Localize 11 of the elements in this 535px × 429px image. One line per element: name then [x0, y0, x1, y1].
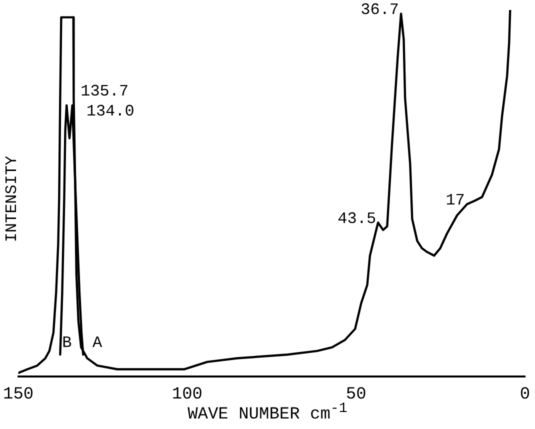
- x-tick-label: 0: [520, 385, 530, 404]
- annotation: 134.0: [86, 102, 134, 121]
- annotation: 36.7: [360, 0, 400, 19]
- annotation: 135.7: [80, 82, 129, 101]
- x-tick-label: 150: [3, 385, 34, 404]
- annotation: B: [62, 334, 72, 352]
- annotation: 43.5: [338, 210, 376, 228]
- annotation: A: [92, 334, 103, 352]
- y-axis-title: INTENSITY: [3, 154, 21, 244]
- x-tick-label: 50: [346, 385, 366, 404]
- annotation: 17: [446, 192, 465, 210]
